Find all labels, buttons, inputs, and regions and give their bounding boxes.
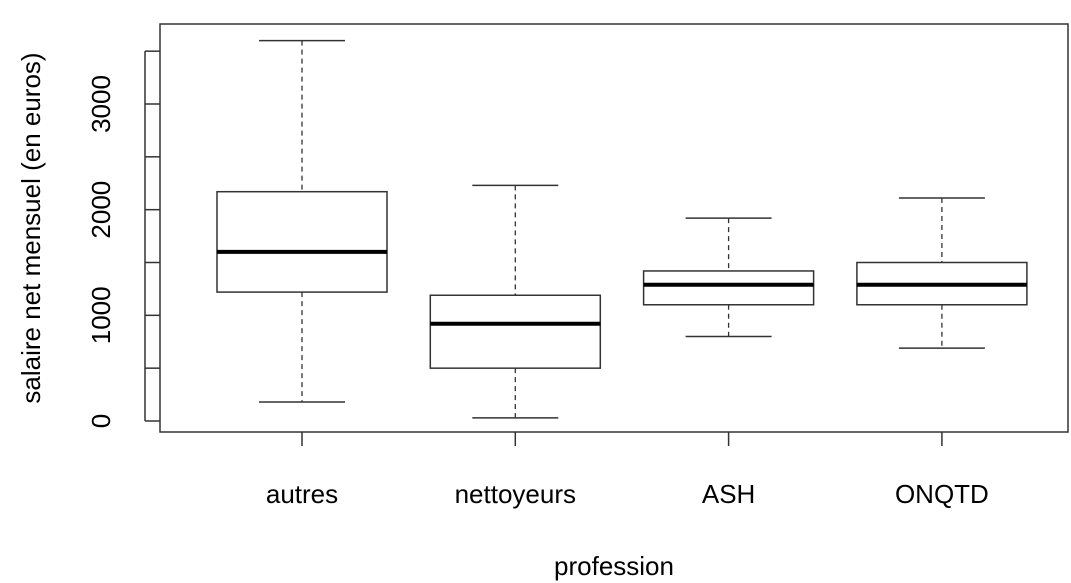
x-tick-label: autres bbox=[266, 479, 338, 509]
y-axis-label: salaire net mensuel (en euros) bbox=[16, 52, 46, 403]
x-tick-label: ASH bbox=[702, 479, 755, 509]
plot-frame bbox=[159, 23, 1069, 433]
x-axis: autres nettoyeurs ASH ONQTD bbox=[266, 432, 989, 509]
y-tick-label: 0 bbox=[86, 414, 116, 428]
y-tick-label: 1000 bbox=[86, 286, 116, 344]
y-axis: 0 1000 2000 3000 bbox=[86, 50, 160, 428]
iqr-box bbox=[216, 190, 388, 293]
iqr-box bbox=[642, 270, 815, 306]
y-tick-label: 3000 bbox=[86, 75, 116, 133]
iqr-box bbox=[429, 294, 602, 369]
x-tick-label: ONQTD bbox=[895, 479, 989, 509]
boxes bbox=[216, 39, 1028, 419]
y-tick-label: 2000 bbox=[86, 181, 116, 239]
x-axis-label: profession bbox=[554, 551, 674, 581]
x-tick-label: nettoyeurs bbox=[455, 479, 576, 509]
